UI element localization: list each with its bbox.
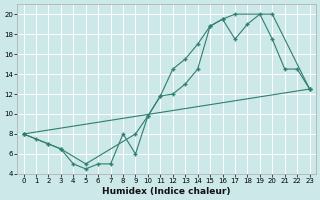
- X-axis label: Humidex (Indice chaleur): Humidex (Indice chaleur): [102, 187, 231, 196]
